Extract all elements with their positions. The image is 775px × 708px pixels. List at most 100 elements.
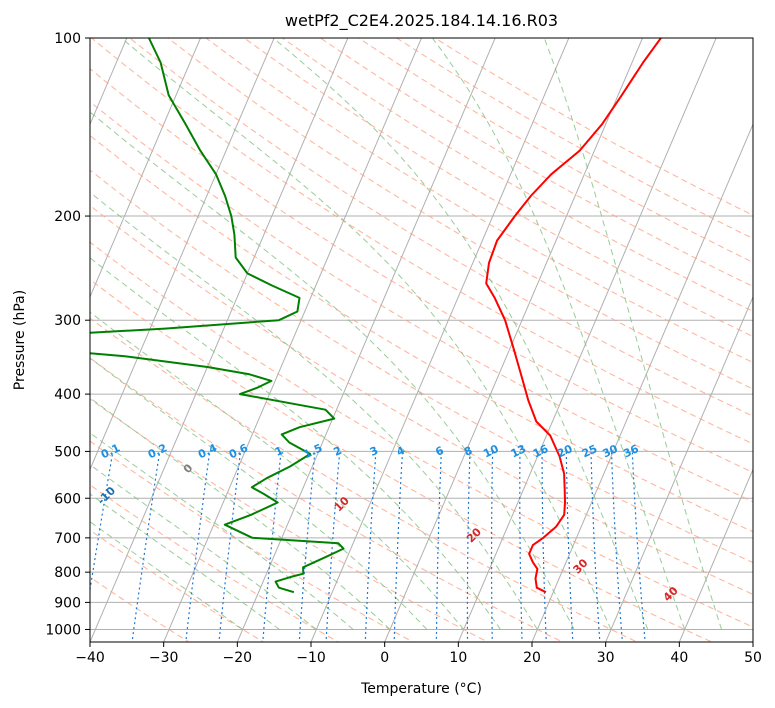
mixing-ratio-line (325, 451, 341, 642)
moist-adiabat-label: 30 (571, 556, 591, 576)
mixing-ratio-line (565, 451, 574, 642)
moist-adiabat-line (90, 464, 317, 630)
mixing-ratio-label: 0.2 (146, 441, 169, 461)
y-tick-label: 900 (54, 595, 81, 611)
y-tick-label: 100 (54, 31, 81, 47)
dry-adiabat-line (90, 169, 753, 564)
isotherm-line (0, 11, 65, 654)
dry-adiabat-line (90, 398, 489, 642)
x-axis-label: Temperature (°C) (360, 681, 482, 697)
mixing-ratio-line (631, 451, 646, 642)
mixing-ratio-line (590, 451, 601, 642)
isotherm-line (90, 38, 275, 471)
dry-adiabat-line (433, 38, 753, 216)
y-tick-label: 1000 (45, 622, 81, 638)
dry-adiabat-line (395, 38, 753, 240)
dry-adiabat-line (90, 38, 753, 445)
dry-adiabat-line (90, 101, 753, 503)
x-tick-label: 0 (380, 650, 389, 666)
moist-adiabat-line (272, 38, 649, 630)
profile-lines (90, 38, 662, 594)
isotherm-line (752, 640, 753, 642)
temperature-profile (485, 38, 662, 594)
mixing-ratio-label: 0.4 (196, 441, 219, 461)
x-axis: −40 −30 −20 −10 0 10 20 30 40 50 (75, 642, 762, 666)
moist-adiabat-line (120, 38, 612, 630)
x-tick-label: 50 (744, 650, 762, 666)
x-tick-label: −10 (296, 650, 326, 666)
x-tick-label: −30 (149, 650, 179, 666)
plot-frame (89, 37, 754, 643)
moist-adiabat-line (90, 111, 575, 630)
dry-adiabat-line (90, 241, 753, 628)
mixing-ratio-line (435, 451, 442, 642)
mixing-ratio-label: 20 (555, 442, 575, 460)
moist-adiabat-line (543, 38, 722, 630)
dry-adiabat-line (319, 38, 753, 288)
y-tick-label: 800 (54, 565, 81, 581)
y-tick-label: 300 (54, 313, 81, 329)
mixing-ratio-label: 10 (481, 442, 501, 460)
dry-adiabat-line (90, 484, 340, 642)
dry-adiabat-line (90, 68, 753, 474)
y-tick-label: 200 (54, 209, 81, 225)
background-lines (0, 11, 753, 654)
moist-adiabat-label: 40 (661, 584, 681, 604)
x-tick-label: −40 (75, 650, 105, 666)
dry-adiabat-line (281, 38, 753, 312)
dry-adiabat-line (128, 38, 753, 417)
line-labels: 0.10.20.40.611.52346810131620253036-100-… (95, 441, 681, 604)
mixing-ratio-label: 36 (621, 442, 641, 460)
y-tick-label: 700 (54, 531, 81, 547)
dry-adiabat-line (243, 38, 753, 338)
x-tick-label: 10 (449, 650, 467, 666)
isotherm-line (384, 38, 644, 642)
mixing-ratio-label: 30 (601, 442, 621, 460)
isotherm-line (236, 38, 496, 642)
mixing-ratio-label: 25 (580, 442, 599, 460)
isotherm-line (605, 295, 753, 642)
dry-adiabat-label: -10 (95, 484, 118, 507)
dry-adiabat-line (167, 38, 753, 390)
moist-adiabat-line (90, 191, 538, 630)
mixing-ratio-line (466, 451, 471, 642)
x-tick-label: 40 (670, 650, 688, 666)
mixing-ratio-line (364, 451, 377, 642)
mixing-ratio-label: 0.1 (99, 441, 122, 461)
x-tick-label: −20 (223, 650, 253, 666)
dry-adiabat-line (357, 38, 753, 263)
mixing-ratio-line (185, 451, 211, 642)
dewpoint-profile (90, 38, 345, 594)
mixing-ratio-line (90, 451, 114, 594)
moist-adiabat-line (90, 432, 354, 630)
mixing-ratio-line (610, 451, 624, 642)
y-axis-label: Pressure (hPa) (12, 290, 28, 390)
mixing-ratio-label: 0.6 (227, 441, 250, 461)
x-tick-label: 30 (597, 650, 615, 666)
mixing-ratio-line (519, 451, 523, 642)
mixing-ratio-line (262, 451, 282, 642)
isotherm-line (90, 38, 128, 126)
dry-adiabat-line (90, 278, 714, 642)
mixing-ratio-line (131, 451, 161, 642)
mixing-ratio-line (298, 451, 316, 642)
chart-title: wetPf2_C2E4.2025.184.14.16.R03 (285, 11, 558, 31)
dry-adiabat-line (90, 357, 564, 642)
dry-adiabat-line (90, 317, 639, 642)
mixing-ratio-label: 13 (509, 442, 528, 460)
moist-adiabat-line (431, 38, 686, 630)
isotherm-line (90, 38, 202, 299)
isotherm-line (457, 38, 717, 642)
dry-adiabat-line (90, 204, 753, 595)
mixing-ratio-line (393, 451, 404, 642)
mixing-ratio-label: 1.5 (301, 441, 324, 461)
mixing-ratio-label: 16 (531, 442, 551, 460)
moist-adiabat-line (90, 397, 391, 630)
y-tick-label: 500 (54, 444, 81, 460)
mixing-ratio-line (541, 451, 547, 642)
moist-adiabat-line (90, 357, 428, 630)
isotherm-line (90, 38, 349, 642)
mixing-ratio-line (218, 451, 242, 642)
isotherm-line (310, 38, 570, 642)
mixing-ratio-line (490, 451, 494, 642)
